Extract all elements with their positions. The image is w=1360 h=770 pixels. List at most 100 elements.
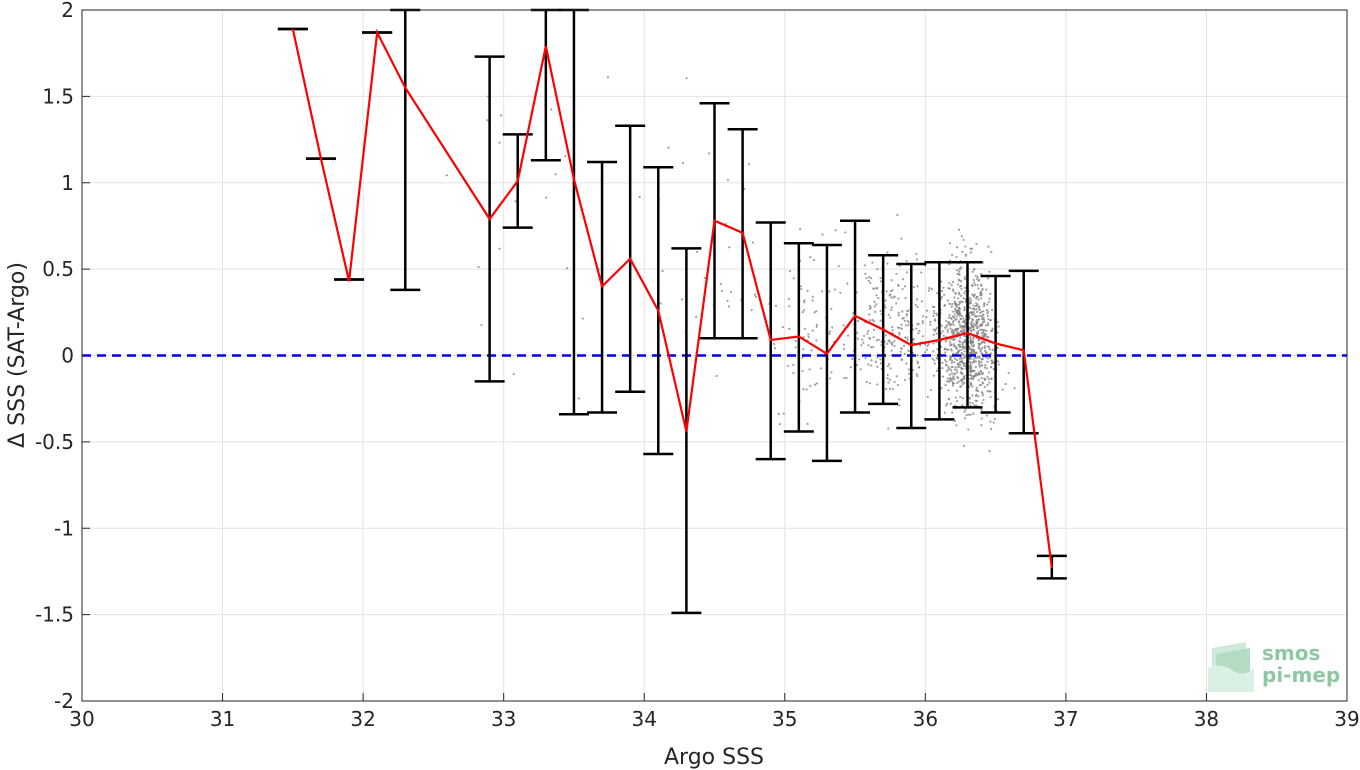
scatter-point [833,288,837,291]
scatter-point [986,357,989,360]
scatter-point [893,344,896,348]
scatter-point [951,315,954,318]
scatter-point [915,373,918,376]
scatter-point [985,329,988,332]
scatter-point [896,213,899,217]
scatter-point [968,301,972,304]
scatter-point [982,331,985,334]
scatter-point [951,411,954,414]
scatter-point [963,410,966,414]
scatter-point [889,341,892,344]
scatter-point [802,336,805,339]
scatter-point [808,368,811,371]
scatter-point [865,276,868,280]
scatter-point [963,328,966,331]
scatter-point [953,420,957,423]
scatter-point [931,357,934,360]
scatter-point [986,277,990,280]
scatter-point [969,342,972,345]
scatter-point [812,258,816,262]
scatter-point [985,351,988,354]
scatter-point [946,299,949,302]
scatter-point [907,372,911,375]
scatter-point [777,412,781,416]
scatter-point [803,300,806,304]
scatter-point [842,343,846,346]
scatter-point [799,228,802,231]
scatter-point [963,325,966,329]
scatter-point [754,295,757,298]
scatter-point [976,326,979,329]
scatter-point [806,289,809,292]
scatter-point [989,352,993,355]
scatter-point [915,327,918,330]
scatter-point [875,294,878,297]
scatter-point [898,326,901,329]
scatter-point [876,356,879,359]
y-tick-label: 0 [61,344,74,368]
scatter-point [842,347,846,351]
scatter-point [971,394,974,397]
scatter-point [916,285,919,288]
scatter-point [992,421,995,424]
scatter-point [906,319,909,322]
scatter-point [772,342,776,346]
scatter-point [955,347,958,350]
scatter-point [932,309,936,313]
scatter-point [565,267,569,270]
scatter-point [856,331,859,334]
scatter-point [977,390,980,393]
scatter-point [667,146,670,149]
scatter-point [962,375,966,378]
scatter-point [876,268,879,271]
scatter-point [890,279,893,282]
scatter-point [900,327,903,330]
scatter-point [828,332,831,335]
scatter-point [996,397,1000,401]
scatter-point [962,353,965,356]
scatter-point [980,364,983,367]
scatter-point [962,238,965,242]
scatter-point [961,361,964,364]
scatter-point [920,300,924,303]
scatter-point [888,378,891,381]
scatter-point [890,306,893,309]
scatter-point [729,290,733,294]
scatter-point [830,371,833,374]
scatter-point [954,309,957,312]
scatter-point [897,284,900,287]
scatter-point [984,344,987,348]
scatter-point [867,363,870,366]
scatter-point [897,314,900,317]
scatter-point [955,352,958,355]
scatter-point [839,291,842,294]
scatter-point [979,383,983,387]
scatter-point [987,245,990,248]
scatter-point [864,357,867,360]
scatter-point [905,313,908,316]
scatter-point [905,259,908,263]
scatter-point [983,366,987,369]
scatter-point [941,367,944,370]
scatter-point [801,369,804,373]
scatter-point [1013,387,1016,390]
scatter-point [972,412,975,415]
scatter-point [991,308,994,312]
scatter-point [944,384,947,387]
scatter-point [959,330,963,333]
scatter-point [915,252,918,255]
scatter-point [810,349,813,352]
scatter-point [851,357,854,361]
scatter-point [950,379,953,382]
scatter-point [897,311,900,314]
scatter-point [887,427,890,430]
scatter-point [948,287,951,290]
y-tick-label: -0.5 [35,430,74,454]
scatter-point [978,291,982,294]
scatter-point [873,310,877,313]
scatter-point [727,305,730,308]
scatter-point [728,246,731,249]
scatter-point [992,361,995,364]
scatter-point [912,286,916,289]
scatter-point [954,318,957,321]
